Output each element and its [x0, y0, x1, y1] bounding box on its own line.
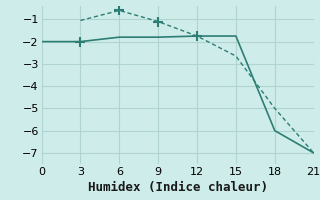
X-axis label: Humidex (Indice chaleur): Humidex (Indice chaleur) [88, 181, 268, 194]
